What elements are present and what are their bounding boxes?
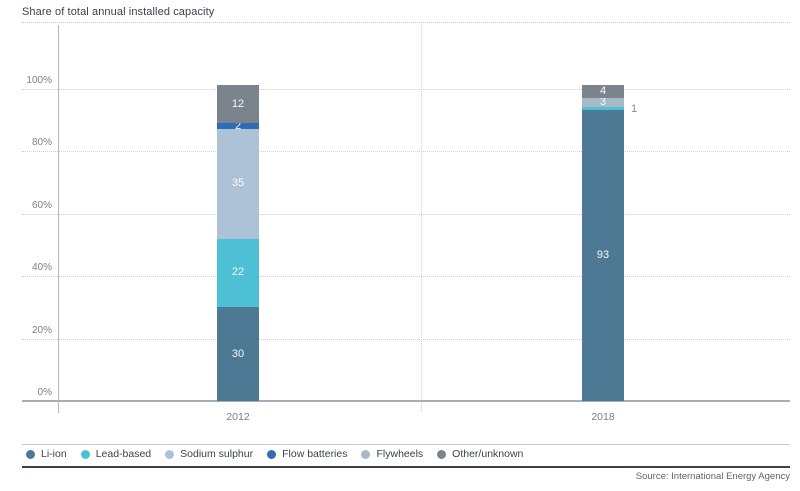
- x-axis-line: [22, 400, 790, 402]
- legend-item-other-unknown: Other/unknown: [437, 448, 523, 460]
- bar-segment-flywheels: 3: [582, 96, 624, 109]
- y-axis-line: [58, 25, 59, 413]
- legend-item-sodium-sulphur: Sodium sulphur: [165, 448, 253, 460]
- x-axis-label: 2018: [591, 411, 615, 423]
- value-label: 30: [231, 347, 245, 360]
- y-axis-label: 80%: [31, 137, 52, 148]
- bar-segment-lead-based: [582, 107, 624, 111]
- value-label: 93: [596, 249, 610, 262]
- legend-dot-icon: [267, 449, 277, 459]
- legend-label: Flywheels: [376, 448, 424, 460]
- gridline: [22, 151, 790, 152]
- bar-segment-other-unknown: 12: [217, 85, 259, 123]
- value-label: 12: [231, 97, 245, 110]
- top-rule: [22, 22, 790, 23]
- gridline: [22, 276, 790, 277]
- legend-dot-icon: [361, 449, 371, 459]
- legend-item-flywheels: Flywheels: [361, 448, 423, 460]
- legend-label: Sodium sulphur: [180, 448, 254, 460]
- bar-segment-sodium-sulphur: 35: [217, 129, 259, 239]
- legend-label: Li-ion: [41, 448, 67, 460]
- value-label: 3: [599, 96, 607, 109]
- source-note: Source: International Energy Agency: [635, 471, 790, 482]
- x-axis-label: 2012: [226, 411, 250, 423]
- bar-segment-lead-based: 22: [217, 238, 259, 308]
- legend-dot-icon: [26, 449, 35, 459]
- legend-label: Flow batteries: [282, 448, 348, 460]
- value-label: 35: [231, 177, 245, 190]
- legend-rule-bottom: [22, 466, 790, 468]
- gridline: [22, 338, 790, 340]
- y-axis-label: 0%: [37, 387, 52, 398]
- plot-area: 0% 20% 40% 60% 80% 100% 30 22 35 2 12 2012 93 1 3 4 2018: [22, 25, 790, 423]
- value-label: 2: [234, 119, 242, 132]
- legend-item-flow-batteries: Flow batteries: [267, 448, 347, 460]
- legend-dot-icon: [437, 449, 447, 459]
- bar-segment-flow-batteries: 2: [217, 119, 259, 132]
- y-axis-label: 40%: [31, 262, 52, 273]
- bar-segment-other-unknown: 4: [582, 85, 624, 98]
- bar-segment-li-ion: 93: [582, 110, 624, 401]
- value-label-outside: 1: [631, 102, 638, 115]
- value-label: 4: [599, 85, 607, 98]
- y-axis-label: 20%: [31, 324, 52, 336]
- value-label: 22: [231, 266, 245, 279]
- legend-label: Other/unknown: [452, 448, 524, 460]
- gridline: [22, 213, 790, 215]
- gridline: [22, 88, 790, 90]
- category-separator-line: [421, 25, 422, 412]
- legend-dot-icon: [80, 449, 90, 459]
- legend-rule-top: [22, 444, 790, 445]
- chart-title: Share of total annual installed capacity: [22, 6, 215, 18]
- legend-item-li-ion: Li-ion: [26, 448, 67, 460]
- y-axis-label: 100%: [26, 74, 52, 86]
- legend-label: Lead-based: [95, 448, 152, 460]
- legend-dot-icon: [165, 449, 175, 459]
- legend: Li-ion Lead-based Sodium sulphur Flow batte…: [26, 448, 523, 460]
- legend-item-lead-based: Lead-based: [80, 448, 152, 460]
- bar-segment-li-ion: 30: [217, 307, 259, 401]
- y-axis-label: 60%: [31, 199, 52, 211]
